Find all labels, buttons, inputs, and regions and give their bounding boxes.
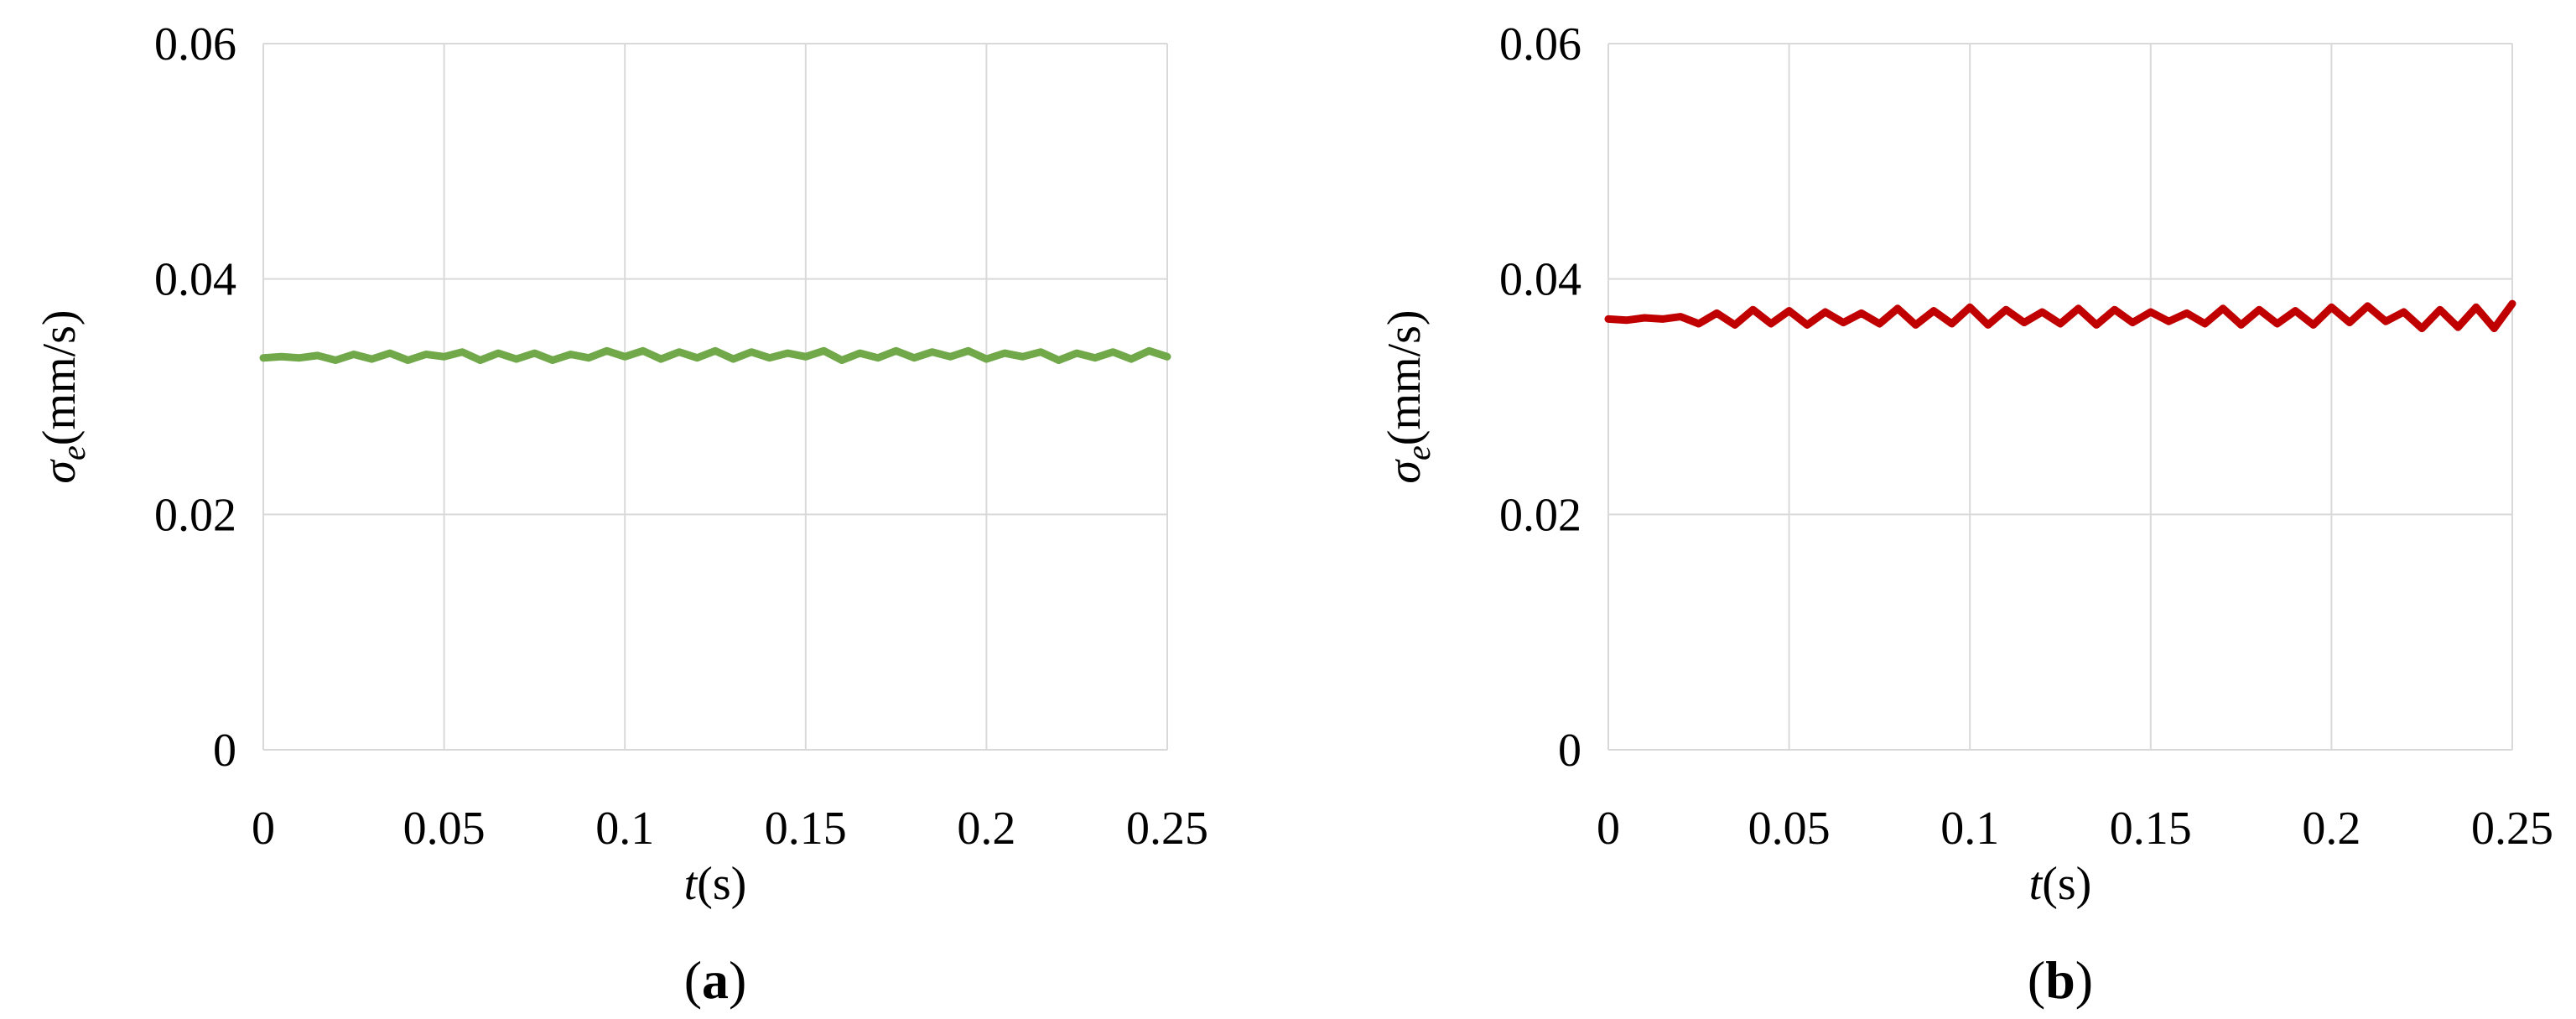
x-tick-label: 0	[1597, 803, 1620, 855]
y-tick-label: 0	[213, 725, 236, 777]
x-tick-label: 0.15	[2110, 803, 2192, 855]
y-axis-label: σe(mm/s)	[34, 309, 92, 483]
x-tick-label: 0.25	[1126, 803, 1208, 855]
x-tick-label: 0	[252, 803, 275, 855]
x-tick-label: 0.25	[2471, 803, 2553, 855]
x-tick-label: 0.05	[403, 803, 486, 855]
x-axis-label: t(s)	[684, 858, 747, 910]
y-tick-label: 0.04	[1499, 254, 1581, 306]
x-tick-label: 0.1	[1940, 803, 1999, 855]
x-tick-label: 0.1	[595, 803, 654, 855]
y-tick-label: 0.02	[1499, 489, 1581, 541]
x-tick-label: 0.2	[2302, 803, 2360, 855]
chart-panel-a: 0 0.02 0.04 0.06 0 0.05 0.1 0.15 0.2 0.25 t(s) σe(m…	[34, 18, 1208, 1010]
y-tick-label: 0.04	[154, 254, 236, 306]
panel-label: (a)	[684, 950, 747, 1010]
y-axis-label: σe(mm/s)	[1379, 309, 1437, 483]
y-tick-label: 0.02	[154, 489, 236, 541]
panel-label: (b)	[2028, 950, 2093, 1010]
data-series-line	[1604, 299, 2516, 333]
y-tick-label: 0	[1558, 725, 1581, 777]
x-axis-label: t(s)	[2029, 858, 2092, 910]
x-tick-label: 0.15	[765, 803, 847, 855]
x-tick-label: 0.2	[957, 803, 1015, 855]
y-tick-label: 0.06	[1499, 18, 1581, 70]
data-series-line	[259, 346, 1171, 364]
x-tick-label: 0.05	[1748, 803, 1831, 855]
y-tick-label: 0.06	[154, 18, 236, 70]
chart-panel-b: 0 0.02 0.04 0.06 0 0.05 0.1 0.15 0.2 0.25 t(s) σe(m…	[1379, 18, 2553, 1010]
